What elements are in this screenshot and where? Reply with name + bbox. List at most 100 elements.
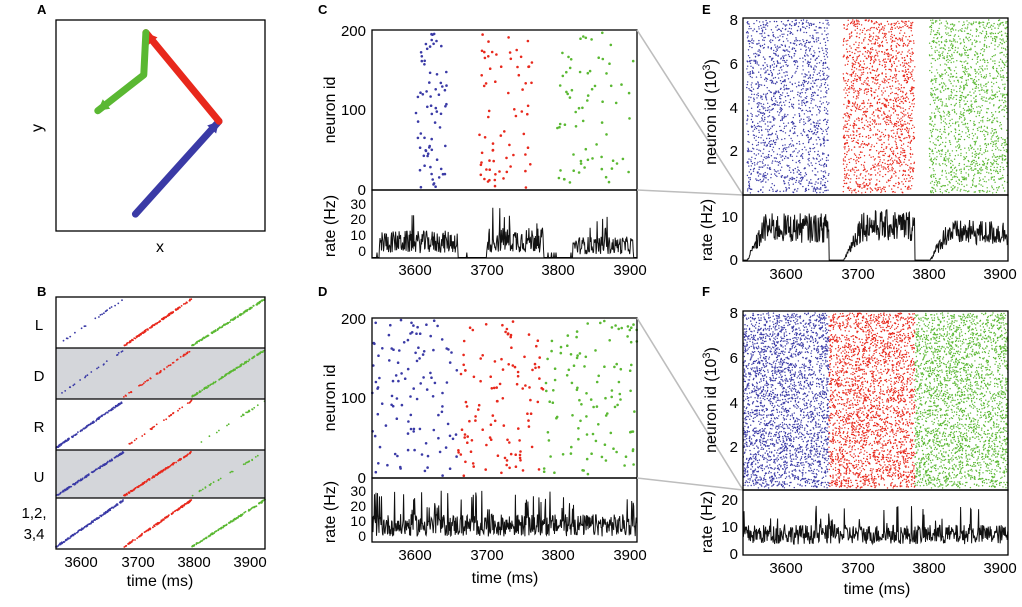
raster-dot: [377, 462, 380, 465]
raster-dot: [813, 91, 816, 94]
raster-dot: [846, 177, 848, 179]
raster-dot: [800, 132, 802, 135]
raster-dot: [798, 173, 800, 175]
raster-dot: [854, 171, 856, 173]
raster-dot: [759, 166, 761, 168]
raster-dot: [762, 191, 764, 193]
raster-dot: [754, 157, 756, 160]
spike-dot: [186, 351, 189, 354]
raster-dot: [805, 21, 808, 23]
raster-dot: [823, 145, 825, 147]
spike-dot: [94, 317, 97, 320]
raster-dot: [861, 102, 863, 105]
raster-dot: [853, 21, 855, 23]
raster-dot: [629, 389, 632, 393]
spike-dot: [142, 481, 145, 484]
raster-dot: [749, 168, 752, 171]
raster-dot: [847, 169, 849, 171]
raster-dot: [798, 180, 800, 182]
raster-dot: [795, 179, 798, 182]
raster-dot: [800, 19, 802, 22]
panel-b-xticks: 3600 3700 3800 3900: [64, 554, 266, 571]
raster-dot: [489, 423, 493, 427]
raster-dot: [783, 55, 785, 57]
raster-dot: [764, 118, 766, 121]
raster-dot: [626, 325, 630, 328]
spike-dot: [117, 455, 119, 458]
raster-dot: [766, 25, 769, 27]
raster-dot: [806, 179, 808, 181]
raster-dot: [422, 350, 426, 353]
raster-dot: [813, 71, 815, 73]
raster-dot: [884, 63, 886, 66]
spike-dot: [163, 518, 165, 521]
spike-dot: [228, 371, 231, 374]
raster-dot: [380, 402, 384, 406]
raster-dot: [912, 177, 914, 180]
raster-dot: [620, 326, 623, 330]
raster-dot: [869, 182, 871, 184]
raster-dot: [421, 93, 425, 96]
raster-dot: [756, 61, 758, 63]
spike-dot: [251, 306, 253, 309]
raster-dot: [897, 157, 899, 159]
raster-dot: [786, 34, 789, 36]
spike-dot: [106, 309, 108, 312]
raster-dot: [814, 65, 816, 67]
raster-dot: [858, 184, 861, 186]
raster-dot: [784, 88, 786, 90]
raster-dot: [755, 154, 757, 156]
raster-dot: [768, 111, 771, 113]
raster-dot: [799, 28, 802, 30]
raster-dot: [856, 25, 858, 28]
raster-dot: [858, 23, 860, 25]
raster-dot: [764, 67, 766, 69]
raster-dot: [879, 161, 881, 163]
raster-dot: [908, 130, 910, 132]
raster-dot: [388, 359, 391, 362]
raster-dot: [870, 89, 872, 92]
raster-dot: [901, 37, 904, 39]
raster-dot: [826, 27, 828, 29]
raster-dot: [863, 63, 866, 65]
raster-dot: [802, 88, 804, 90]
raster-dot: [848, 189, 851, 191]
spike-dot: [64, 439, 67, 442]
raster-dot: [818, 106, 821, 108]
raster-dot: [779, 119, 782, 122]
spike-dot: [196, 342, 198, 344]
y-tick-label: 30: [350, 196, 366, 212]
spike-dot: [215, 431, 218, 434]
raster-dot: [846, 134, 848, 137]
raster-dot: [816, 114, 818, 116]
raster-dot: [864, 19, 866, 21]
raster-dot: [479, 379, 482, 383]
raster-dot: [848, 115, 851, 118]
raster-dot: [483, 56, 487, 60]
raster-dot: [755, 139, 757, 142]
raster-dot: [862, 127, 864, 129]
raster-dot: [884, 25, 886, 27]
spike-dot: [234, 317, 237, 319]
raster-dot: [752, 168, 755, 170]
raster-dot: [895, 50, 897, 52]
raster-dot: [904, 71, 906, 73]
raster-dot: [790, 42, 792, 44]
raster-dot: [610, 395, 613, 399]
spike-dot: [175, 308, 178, 311]
raster-dot: [794, 167, 796, 170]
raster-dot: [771, 160, 774, 162]
raster-dot: [861, 117, 863, 119]
raster-dot: [908, 20, 910, 22]
spike-dot: [243, 362, 246, 365]
raster-dot: [491, 414, 495, 417]
raster-dot: [806, 100, 808, 103]
raster-dot: [827, 174, 830, 176]
raster-dot: [815, 162, 817, 165]
spike-dot: [101, 514, 103, 517]
raster-dot: [825, 123, 828, 126]
raster-dot: [747, 32, 749, 34]
spike-dot: [116, 353, 119, 356]
raster-dot: [888, 154, 891, 156]
raster-dot: [852, 140, 855, 142]
